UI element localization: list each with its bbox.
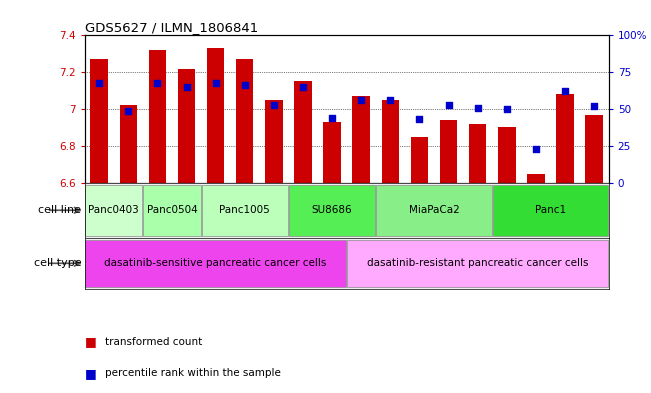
Bar — [90, 59, 108, 183]
Text: percentile rank within the sample: percentile rank within the sample — [105, 368, 281, 378]
Text: Panc0504: Panc0504 — [146, 205, 197, 215]
Bar — [498, 127, 516, 183]
Bar — [289, 185, 375, 235]
Text: dasatinib-resistant pancreatic cancer cells: dasatinib-resistant pancreatic cancer ce… — [367, 258, 589, 268]
Bar — [85, 240, 346, 287]
Bar — [381, 100, 399, 183]
Point — [269, 101, 279, 108]
Text: Panc1005: Panc1005 — [219, 205, 270, 215]
Point — [560, 88, 570, 94]
Text: SU8686: SU8686 — [312, 205, 352, 215]
Text: cell line: cell line — [38, 205, 81, 215]
Text: cell type: cell type — [34, 258, 81, 268]
Point — [501, 106, 512, 112]
Point — [94, 79, 104, 86]
Point — [210, 79, 221, 86]
Bar — [352, 96, 370, 183]
Bar — [493, 185, 608, 235]
Point — [182, 84, 192, 90]
Bar — [324, 122, 341, 183]
Point — [123, 107, 133, 114]
Bar — [85, 185, 143, 235]
Point — [531, 146, 541, 152]
Point — [327, 115, 337, 121]
Text: GDS5627 / ILMN_1806841: GDS5627 / ILMN_1806841 — [85, 21, 258, 34]
Bar — [143, 185, 201, 235]
Bar — [120, 105, 137, 183]
Bar — [376, 185, 492, 235]
Point — [443, 101, 454, 108]
Text: MiaPaCa2: MiaPaCa2 — [409, 205, 460, 215]
Bar — [556, 94, 574, 183]
Text: dasatinib-sensitive pancreatic cancer cells: dasatinib-sensitive pancreatic cancer ce… — [104, 258, 327, 268]
Text: Panc0403: Panc0403 — [89, 205, 139, 215]
Bar — [585, 115, 603, 183]
Bar — [440, 120, 457, 183]
Point — [414, 116, 424, 123]
Bar — [202, 185, 288, 235]
Bar — [347, 240, 608, 287]
Bar — [265, 100, 283, 183]
Text: Panc1: Panc1 — [535, 205, 566, 215]
Bar — [148, 50, 166, 183]
Bar — [527, 174, 545, 183]
Bar — [469, 124, 486, 183]
Bar — [236, 59, 253, 183]
Point — [356, 97, 367, 103]
Point — [473, 105, 483, 111]
Point — [152, 79, 163, 86]
Text: transformed count: transformed count — [105, 337, 202, 347]
Text: ■: ■ — [85, 335, 96, 349]
Point — [298, 84, 308, 90]
Point — [240, 82, 250, 88]
Text: ■: ■ — [85, 367, 96, 380]
Bar — [178, 68, 195, 183]
Bar — [411, 137, 428, 183]
Point — [385, 97, 396, 103]
Point — [589, 103, 600, 109]
Bar — [207, 48, 225, 183]
Bar — [294, 81, 312, 183]
